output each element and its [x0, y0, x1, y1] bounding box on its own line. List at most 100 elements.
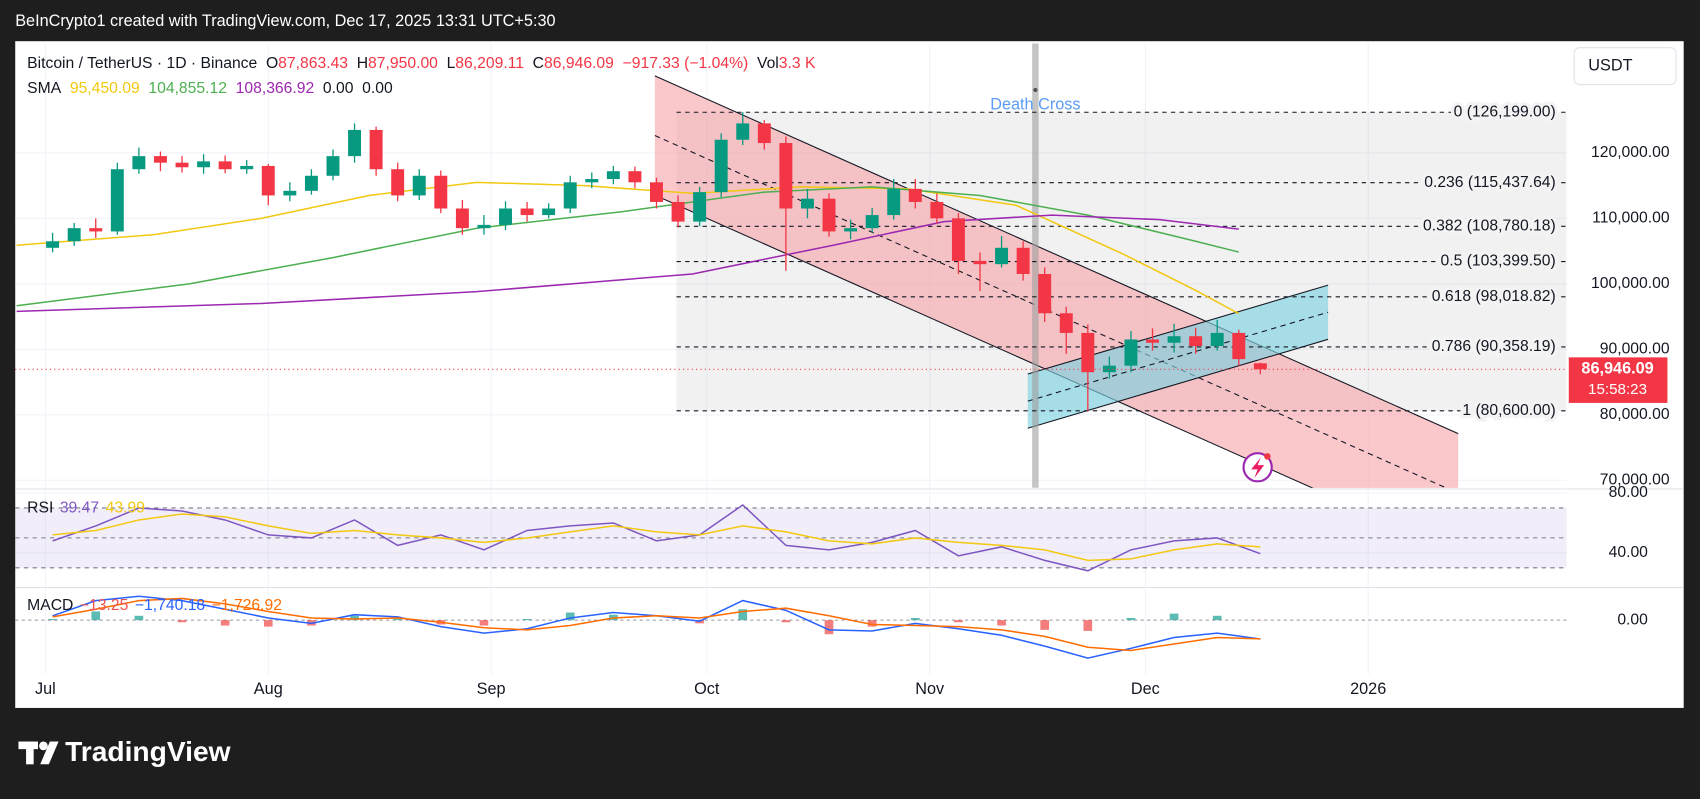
candle-body [175, 162, 189, 168]
death-cross-marker [1032, 43, 1039, 488]
legend-item: −1,740.18 [135, 597, 206, 614]
currency-label[interactable]: USDT [1588, 56, 1632, 74]
legend-item: MACD [27, 597, 73, 614]
candle-body [1210, 332, 1224, 347]
histogram-bar [220, 620, 230, 626]
candle-body [67, 228, 81, 242]
legend-item: 3.3 K [779, 55, 816, 72]
descending-channel [654, 75, 1459, 488]
legend-item: SMA [27, 80, 62, 97]
candle-body [499, 208, 512, 225]
channel-mid-line [1027, 311, 1329, 402]
candle-body [908, 188, 922, 202]
x-tick-label: Nov [915, 680, 945, 698]
candle-body [951, 218, 965, 261]
candle-body [585, 179, 599, 183]
labels: Death Cross 70,000.00 80,000.00 90,000.00 1… [27, 55, 1670, 698]
candle-body [240, 165, 254, 170]
histogram-bar [350, 615, 359, 621]
candle-body [973, 260, 987, 265]
candle-body [197, 161, 211, 168]
legend-item: 0.00 [362, 80, 393, 97]
candle-body [865, 215, 879, 229]
legend-item: 87,863.43 [278, 55, 348, 72]
histogram-bar [48, 619, 57, 621]
fib-label: 0.236 (115,437.64) [1424, 174, 1556, 191]
channel-line [1027, 284, 1329, 375]
countdown-label: 15:58:23 [1588, 381, 1647, 398]
indicator-line [52, 504, 1261, 572]
candle-body [46, 241, 60, 248]
fib-label: 0.618 (98,018.82) [1432, 288, 1556, 305]
candle-body [822, 198, 836, 232]
legend-item: −917.33 (−1.04%) [623, 55, 749, 72]
legend-item: RSI [27, 500, 53, 517]
last-price-label: 86,946.09 [1581, 360, 1653, 378]
candle-body [283, 190, 297, 196]
histogram-bar [954, 620, 963, 623]
candle-body [1189, 336, 1203, 347]
y-tick-label: 80,000.00 [1600, 406, 1670, 423]
candle-body [714, 139, 728, 193]
candle-body [132, 156, 146, 170]
y-tick-label: 90,000.00 [1600, 340, 1670, 357]
candle-body [800, 198, 814, 209]
legend-item: O [266, 55, 278, 72]
legend-item: C [533, 55, 544, 72]
candle-body [1124, 339, 1138, 366]
legend: RSI 39.47 43.99 [27, 500, 145, 517]
y-tick-label: 80.00 [1609, 484, 1649, 501]
candle-body [563, 182, 577, 209]
histogram-bar [1040, 620, 1050, 630]
histogram-bar [1083, 620, 1093, 631]
fib-label: 0 (126,199.00) [1454, 103, 1556, 120]
legend-item: 86,209.11 [455, 55, 524, 72]
candle-body [779, 143, 793, 209]
histogram-bar [910, 617, 920, 621]
candle-body [1059, 313, 1073, 333]
candle-body [628, 171, 642, 183]
legend: Bitcoin / TetherUS · 1D · Binance O87,863… [27, 55, 816, 72]
candle-body [736, 123, 750, 140]
candle-body [995, 247, 1009, 265]
candle-body [693, 192, 707, 222]
candle-body [887, 188, 901, 216]
legend-item: 95,450.09 [70, 80, 140, 97]
candle-body [326, 156, 340, 176]
histogram-bar [867, 620, 877, 627]
logo-part [40, 741, 59, 765]
histogram-bar [781, 620, 791, 623]
currency-button[interactable] [1573, 47, 1677, 86]
candle-body [304, 175, 318, 191]
legend-item: 0.00 [323, 80, 354, 97]
death-cross-label: Death Cross [990, 95, 1080, 113]
histogram-bar [479, 620, 489, 626]
histogram-bar [824, 620, 834, 635]
candle-body [455, 208, 469, 229]
legend: MACD −13.25 −1,740.18 −1,726.92 [27, 597, 282, 614]
tradingview-logo: TradingView [18, 735, 231, 767]
candle-body [477, 224, 491, 229]
top-bar-text: BeInCrypto1 created with TradingView.com… [15, 12, 555, 30]
sma-line [16, 214, 1239, 313]
y-tick-label: 120,000.00 [1591, 144, 1670, 161]
x-tick-label: Oct [694, 680, 720, 698]
candle-body [89, 228, 103, 232]
last-price-box [1568, 357, 1668, 403]
legend-item: Vol [757, 55, 779, 72]
candle-body [606, 171, 620, 180]
death-cross-dot [1033, 87, 1038, 93]
legend-item: 43.99 [106, 500, 145, 517]
fib-label: 0.382 (108,780.18) [1423, 217, 1556, 234]
legend-item: 87,950.00 [368, 55, 438, 72]
candle-body [261, 165, 275, 196]
candle-body [650, 182, 663, 202]
candle-body [348, 129, 362, 157]
channel-line [1027, 338, 1329, 429]
event-icon-dot [1264, 453, 1271, 460]
legend-item: L [447, 55, 456, 72]
candle-body [520, 208, 534, 216]
legend-item: 86,946.09 [544, 55, 614, 72]
candle-body [1232, 332, 1246, 360]
macd-pane [15, 587, 1567, 675]
